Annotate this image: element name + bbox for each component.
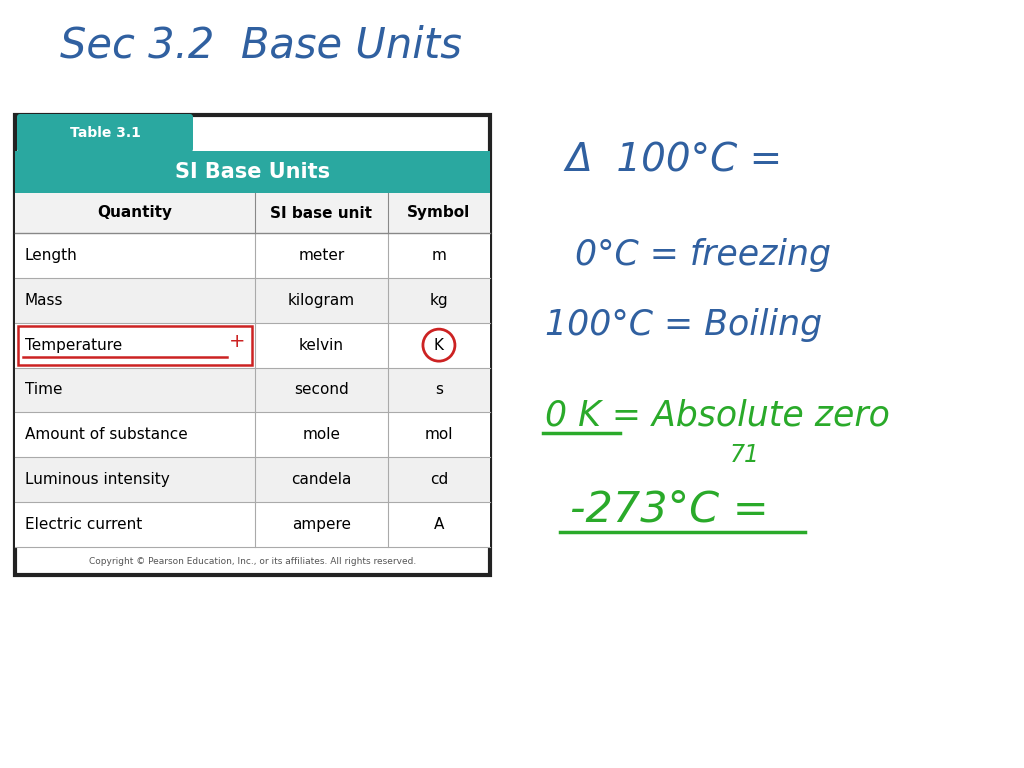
Text: 0°C = freezing: 0°C = freezing xyxy=(575,238,831,272)
Text: 71: 71 xyxy=(730,443,760,467)
Text: +: + xyxy=(228,332,245,351)
Text: kg: kg xyxy=(430,293,449,308)
Text: Quantity: Quantity xyxy=(97,206,172,220)
Text: Amount of substance: Amount of substance xyxy=(25,427,187,442)
Text: 0 K = Absolute zero: 0 K = Absolute zero xyxy=(545,398,890,432)
Text: Copyright © Pearson Education, Inc., or its affiliates. All rights reserved.: Copyright © Pearson Education, Inc., or … xyxy=(89,557,416,565)
Text: Electric current: Electric current xyxy=(25,517,142,532)
Text: 100°C = Boiling: 100°C = Boiling xyxy=(545,308,822,342)
Text: K: K xyxy=(434,338,444,353)
Bar xyxy=(18,326,252,365)
Text: s: s xyxy=(435,382,443,398)
Text: -273°C =: -273°C = xyxy=(570,489,769,531)
Text: m: m xyxy=(431,248,446,263)
Bar xyxy=(15,193,490,233)
Bar xyxy=(15,502,490,547)
Bar xyxy=(15,115,490,575)
FancyBboxPatch shape xyxy=(17,114,193,152)
Text: candela: candela xyxy=(291,472,351,487)
Text: ampere: ampere xyxy=(292,517,351,532)
Text: cd: cd xyxy=(430,472,449,487)
Text: A: A xyxy=(434,517,444,532)
Text: Mass: Mass xyxy=(25,293,63,308)
Text: mole: mole xyxy=(302,427,340,442)
Text: Luminous intensity: Luminous intensity xyxy=(25,472,170,487)
Text: Length: Length xyxy=(25,248,78,263)
Text: kelvin: kelvin xyxy=(299,338,344,353)
Text: mol: mol xyxy=(425,427,454,442)
Bar xyxy=(15,368,490,412)
Text: SI base unit: SI base unit xyxy=(270,206,373,220)
Bar xyxy=(15,457,490,502)
Text: second: second xyxy=(294,382,349,398)
Text: Table 3.1: Table 3.1 xyxy=(70,126,140,140)
Bar xyxy=(15,323,490,368)
Text: kilogram: kilogram xyxy=(288,293,355,308)
Text: Δ  100°C =: Δ 100°C = xyxy=(565,141,782,179)
Text: Temperature: Temperature xyxy=(25,338,122,353)
Text: Time: Time xyxy=(25,382,62,398)
Text: Sec 3.2  Base Units: Sec 3.2 Base Units xyxy=(60,24,462,66)
Bar xyxy=(15,233,490,278)
Text: meter: meter xyxy=(298,248,344,263)
Bar xyxy=(15,412,490,457)
Bar xyxy=(15,278,490,323)
Text: SI Base Units: SI Base Units xyxy=(175,162,330,182)
Text: Symbol: Symbol xyxy=(408,206,471,220)
Bar xyxy=(15,151,490,193)
